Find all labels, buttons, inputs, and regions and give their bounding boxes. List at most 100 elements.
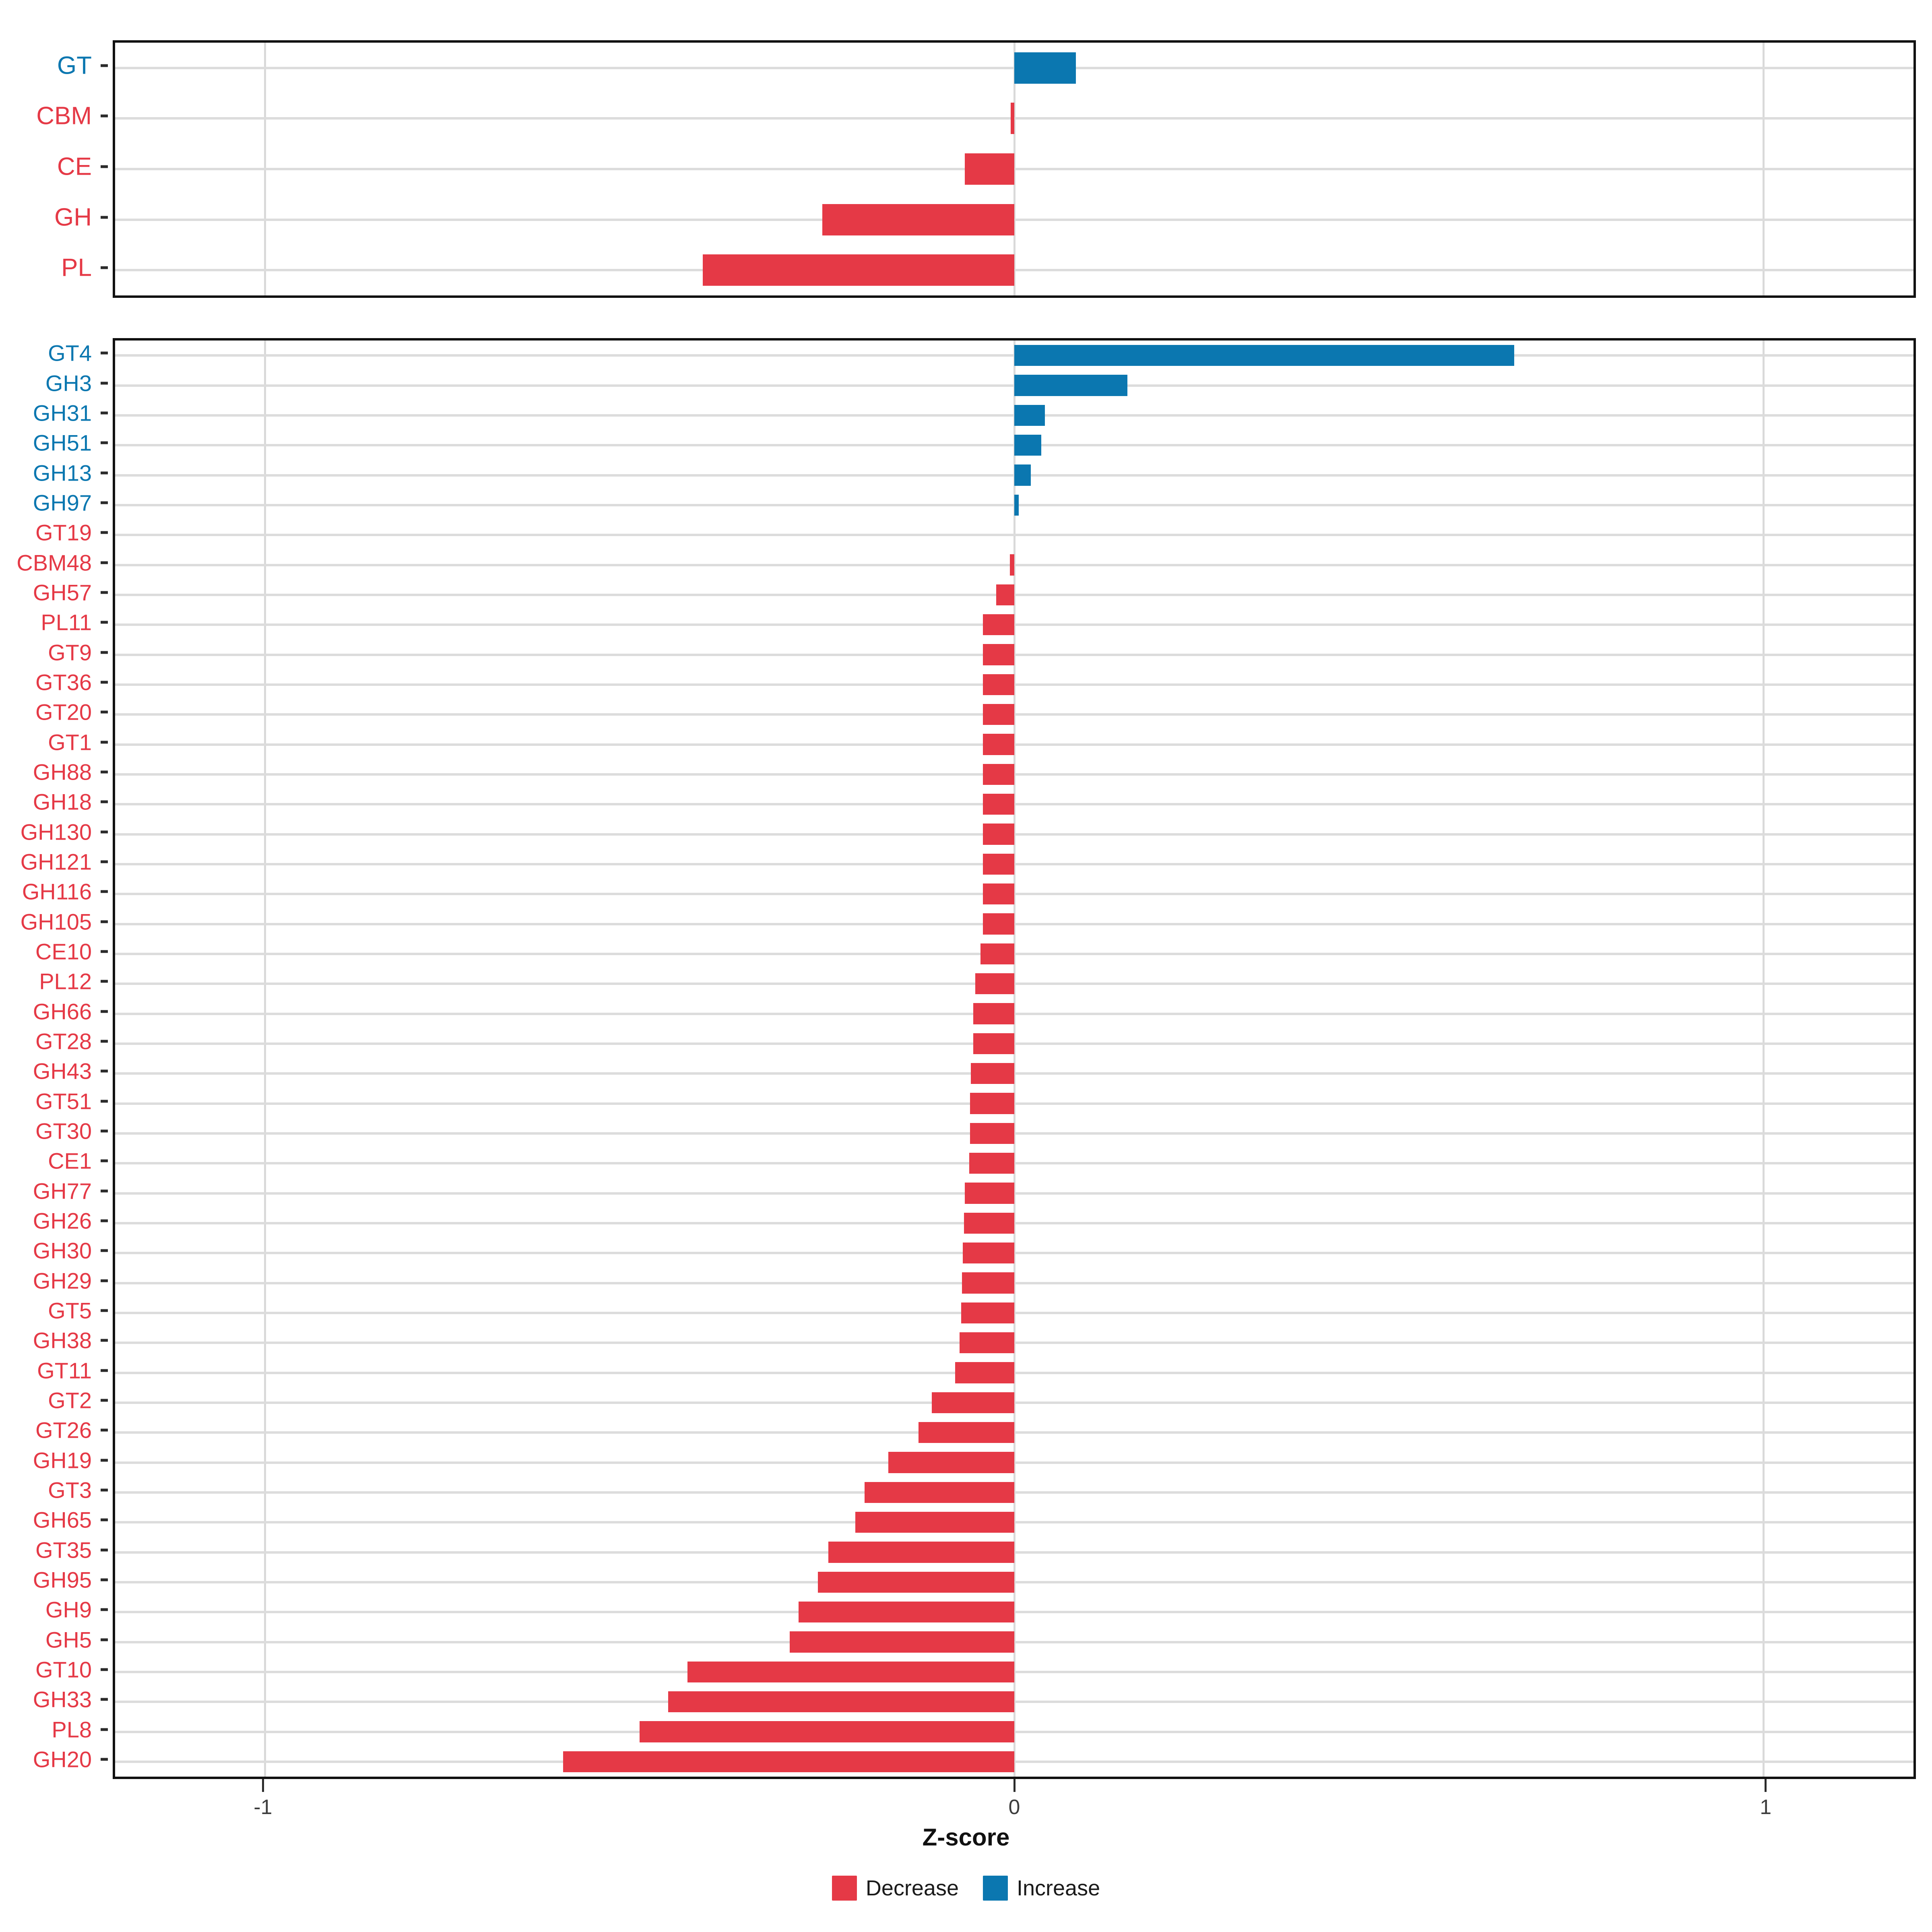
- y-axis-tick: [101, 1428, 108, 1432]
- horizontal-gridline: [115, 1342, 1913, 1344]
- bar: [668, 1691, 1014, 1713]
- y-axis-tick: [101, 531, 108, 534]
- y-axis-tick: [101, 1040, 108, 1043]
- y-axis-tick: [101, 1159, 108, 1162]
- y-axis-tick: [101, 471, 108, 474]
- legend: Decrease Increase: [0, 1876, 1932, 1901]
- y-axis-tick: [101, 1668, 108, 1671]
- bar: [563, 1751, 1014, 1772]
- horizontal-gridline: [115, 1701, 1913, 1703]
- bar: [1009, 554, 1014, 576]
- y-axis-tick: [101, 1608, 108, 1611]
- y-axis-tick: [101, 920, 108, 923]
- y-axis-tick: [101, 114, 108, 118]
- bar: [818, 1571, 1014, 1593]
- horizontal-gridline: [115, 653, 1913, 656]
- vertical-gridline: [1013, 341, 1016, 1777]
- bar: [965, 1183, 1014, 1204]
- x-axis-tick-label: 0: [1008, 1796, 1020, 1819]
- y-axis-tick: [101, 1698, 108, 1701]
- horizontal-gridline: [115, 683, 1913, 686]
- horizontal-gridline: [115, 1072, 1913, 1075]
- y-axis-tick: [101, 1309, 108, 1312]
- category-label-ce: CE: [57, 153, 92, 181]
- x-axis-tick-label: 1: [1760, 1796, 1772, 1819]
- y-axis-tick: [101, 800, 108, 803]
- y-axis-tick: [101, 980, 108, 983]
- category-label-gt9: GT9: [48, 640, 92, 665]
- category-label-gh3: GH3: [45, 370, 92, 396]
- category-label-ce1: CE1: [48, 1148, 92, 1174]
- x-axis-tick: [262, 1779, 264, 1792]
- y-axis-tick: [101, 441, 108, 444]
- y-axis-tick: [101, 1638, 108, 1641]
- x-axis-title: Z-score: [922, 1824, 1010, 1851]
- bar: [996, 584, 1014, 605]
- horizontal-gridline: [115, 1012, 1913, 1015]
- bar: [1010, 103, 1014, 134]
- category-label-gh66: GH66: [33, 999, 92, 1024]
- category-label-gt30: GT30: [35, 1118, 92, 1144]
- category-label-gh26: GH26: [33, 1208, 92, 1234]
- top-panel: GT CBM CE GH PL: [0, 0, 1932, 306]
- bar: [964, 1212, 1014, 1234]
- category-label-gh57: GH57: [33, 580, 92, 605]
- category-label-gh38: GH38: [33, 1327, 92, 1353]
- bar: [983, 614, 1014, 636]
- bar: [973, 1003, 1014, 1024]
- bar: [918, 1422, 1014, 1443]
- category-label-ce10: CE10: [35, 939, 92, 964]
- horizontal-gridline: [115, 773, 1913, 776]
- horizontal-gridline: [115, 593, 1913, 596]
- horizontal-gridline: [115, 1132, 1913, 1135]
- horizontal-gridline: [115, 218, 1913, 221]
- y-axis-tick: [101, 64, 108, 67]
- y-axis-tick: [101, 1249, 108, 1252]
- x-axis: -1 0 1: [113, 1779, 1916, 1852]
- category-label-gt4: GT4: [48, 340, 92, 366]
- horizontal-gridline: [115, 623, 1913, 626]
- horizontal-gridline: [115, 168, 1913, 170]
- horizontal-gridline: [115, 1611, 1913, 1614]
- bar: [1014, 345, 1514, 366]
- horizontal-gridline: [115, 923, 1913, 925]
- y-axis-tick: [101, 770, 108, 774]
- category-label-gt35: GT35: [35, 1537, 92, 1563]
- bar: [983, 764, 1014, 785]
- y-axis-tick: [101, 681, 108, 684]
- bottom-panel-category-labels: GT4 GH3 GH31 GH51 GH13 GH97 GT19 CBM48 GH57 PL11 G…: [0, 330, 108, 1787]
- horizontal-gridline: [115, 893, 1913, 896]
- category-label-gh121: GH121: [20, 849, 92, 875]
- horizontal-gridline: [115, 1730, 1913, 1733]
- category-label-gt2: GT2: [48, 1387, 92, 1413]
- category-label-gt19: GT19: [35, 520, 92, 545]
- horizontal-gridline: [115, 1491, 1913, 1494]
- legend-item-decrease[interactable]: Decrease: [832, 1876, 959, 1901]
- bar: [983, 704, 1014, 725]
- y-axis-tick: [101, 621, 108, 624]
- bar: [955, 1362, 1014, 1383]
- bar: [983, 644, 1014, 665]
- bar: [864, 1482, 1014, 1503]
- bar: [983, 794, 1014, 815]
- category-label-pl11: PL11: [41, 609, 92, 635]
- y-axis-tick: [101, 1518, 108, 1521]
- horizontal-gridline: [115, 952, 1913, 955]
- horizontal-gridline: [115, 1311, 1913, 1314]
- y-axis-tick: [101, 710, 108, 714]
- category-label-gt: GT: [57, 52, 92, 80]
- legend-item-increase[interactable]: Increase: [983, 1876, 1100, 1901]
- horizontal-gridline: [115, 1401, 1913, 1404]
- y-axis-tick: [101, 382, 108, 384]
- category-label-gh20: GH20: [33, 1746, 92, 1772]
- bar: [970, 1093, 1014, 1114]
- bar: [973, 1033, 1014, 1054]
- bar: [962, 1272, 1014, 1294]
- y-axis-tick: [101, 1548, 108, 1551]
- x-axis-tick: [1765, 1779, 1767, 1792]
- legend-label: Decrease: [865, 1876, 959, 1900]
- category-label-gh43: GH43: [33, 1058, 92, 1084]
- horizontal-gridline: [115, 1102, 1913, 1105]
- category-label-gh31: GH31: [33, 400, 92, 426]
- bar: [932, 1392, 1014, 1413]
